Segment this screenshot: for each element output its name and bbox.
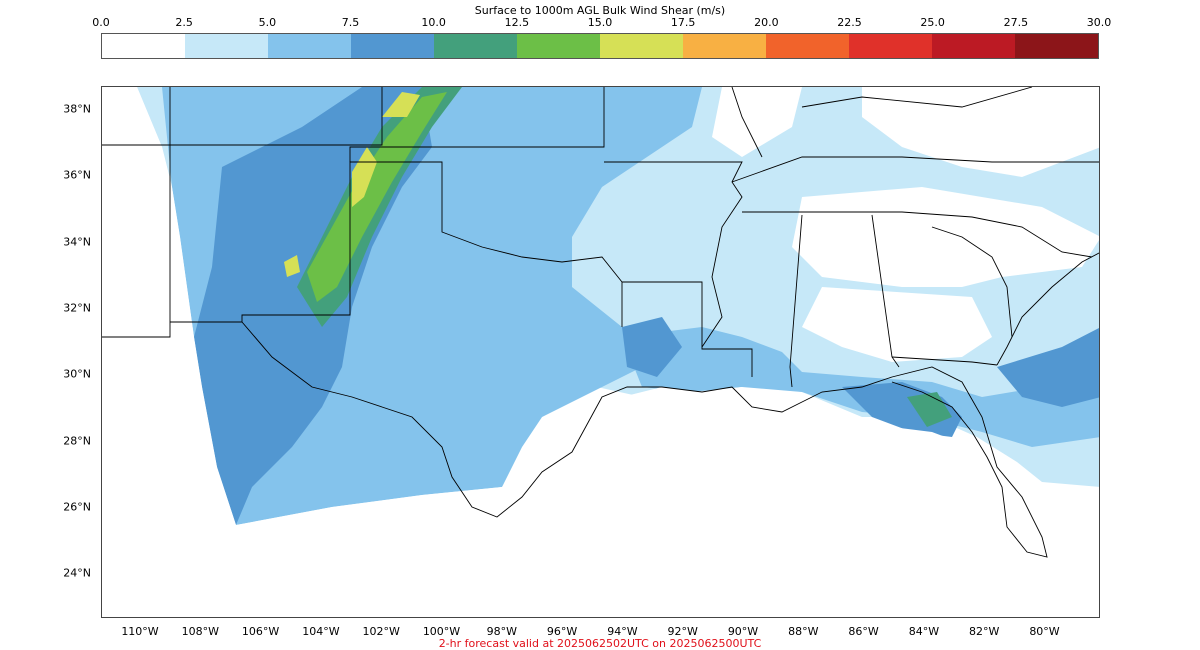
colorbar-bin-7 [683, 34, 766, 58]
colorbar-tick-label: 20.0 [754, 16, 779, 29]
longitude-label: 102°W [362, 625, 400, 638]
wind-shear-map [102, 87, 1099, 617]
coastline [241, 252, 1099, 558]
shear-field-white-ne [712, 87, 1099, 362]
latitude-label: 30°N [63, 367, 91, 381]
longitude-label: 82°W [969, 625, 1000, 638]
shear-field-yellow [284, 92, 420, 277]
longitude-label: 96°W [546, 625, 578, 638]
colorbar-tick-label: 15.0 [587, 16, 613, 29]
colorbar-tick-label: 10.0 [421, 16, 446, 29]
longitude-label: 90°W [727, 625, 759, 638]
longitude-label: 86°W [848, 625, 879, 638]
colorbar-bin-0 [102, 34, 185, 58]
colorbar [101, 33, 1099, 59]
colorbar-tick-label: 25.0 [920, 16, 945, 29]
longitude-label: 108°W [181, 625, 219, 638]
longitude-label: 88°W [788, 625, 819, 638]
state-borders [102, 87, 1099, 388]
colorbar-tick-label: 2.5 [175, 16, 193, 29]
longitude-label: 80°W [1029, 625, 1060, 638]
latitude-label: 38°N [63, 102, 91, 116]
colorbar-tick-label: 12.5 [504, 16, 530, 29]
longitude-label: 92°W [667, 625, 698, 638]
latitude-label: 28°N [63, 434, 91, 447]
colorbar-tick-labels: 0.0 2.5 5.0 7.5 10.0 12.5 15.0 17.5 20.0 22.5 25.0… [92, 16, 1111, 30]
colorbar-tick-label: 0.0 [92, 16, 110, 29]
colorbar-tick-label: 17.5 [670, 16, 696, 29]
colorbar-bin-8 [766, 34, 849, 58]
longitude-label: 98°W [486, 625, 517, 638]
longitude-label: 104°W [302, 625, 340, 638]
colorbar-tick-label: 22.5 [837, 16, 862, 29]
colorbar-bin-10 [932, 34, 1015, 58]
map-panel [101, 86, 1100, 618]
longitude-label: 106°W [241, 625, 280, 638]
shear-field-dark-gulf [622, 317, 1099, 437]
colorbar-bin-6 [600, 34, 683, 58]
colorbar-tick-label: 7.5 [341, 16, 360, 29]
latitude-label: 26°N [63, 500, 91, 514]
colorbar-tick-label: 5.0 [258, 16, 277, 29]
longitude-label: 94°W [607, 625, 638, 638]
colorbar-tick-label: 27.5 [1003, 16, 1029, 29]
outside-domain-west [102, 87, 236, 617]
colorbar-bin-1 [185, 34, 268, 58]
colorbar-tick-label: 30.0 [1086, 16, 1112, 29]
latitude-label: 32°N [63, 301, 91, 315]
longitude-label: 100°W [422, 625, 461, 638]
colorbar-bin-4 [434, 34, 517, 58]
latitude-label: 34°N [63, 235, 91, 249]
colorbar-bin-2 [268, 34, 351, 58]
gulf-of-mexico [236, 387, 1042, 617]
shear-field-green [307, 92, 447, 302]
colorbar-bin-3 [351, 34, 434, 58]
colorbar-bin-11 [1015, 34, 1098, 58]
colorbar-bin-5 [517, 34, 600, 58]
latitude-label: 36°N [63, 168, 91, 182]
latitude-label: 24°N [63, 566, 91, 580]
longitude-label: 84°W [908, 625, 940, 638]
longitude-label: 110°W [121, 625, 159, 638]
colorbar-bin-9 [849, 34, 932, 58]
colorbar-title: Surface to 1000m AGL Bulk Wind Shear (m/… [474, 4, 726, 17]
forecast-valid-time: 2-hr forecast valid at 2025062502UTC on … [438, 637, 762, 650]
